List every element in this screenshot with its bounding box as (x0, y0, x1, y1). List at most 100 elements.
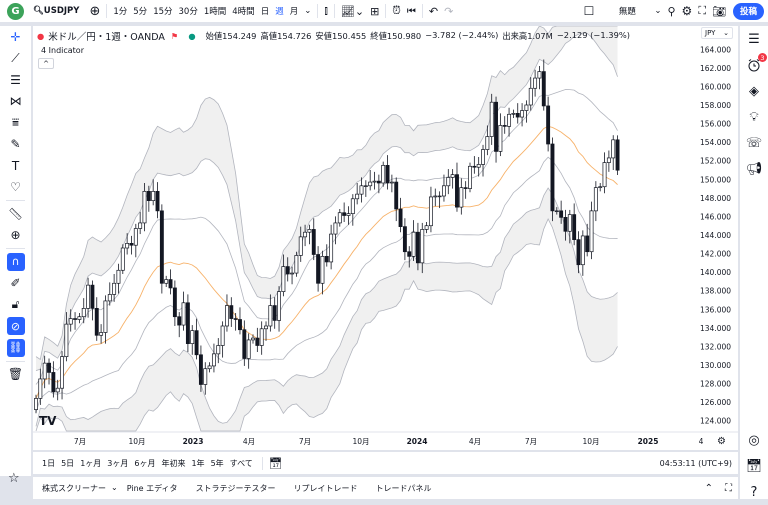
zoom-in-icon[interactable]: ⊕ (10, 228, 21, 243)
collapse-legend-button[interactable]: ^ (38, 58, 54, 69)
redo-icon[interactable]: ↷ (444, 4, 454, 18)
watchlist-icon[interactable]: ☰ (748, 31, 760, 47)
interval-5[interactable]: 4時間 (232, 7, 255, 17)
bottom-tab-4[interactable]: トレードパネル (375, 483, 432, 493)
fullscreen-icon[interactable]: ⛶ (698, 4, 707, 17)
candle-body (576, 239, 581, 266)
interval-1[interactable]: 5分 (133, 7, 148, 17)
lock-icon[interactable]: 🔓︎ (11, 297, 20, 312)
target-icon[interactable]: ◎ (748, 432, 760, 448)
range-5[interactable]: 年初来 (161, 458, 186, 468)
trendline-icon[interactable]: ⟋ (11, 50, 20, 65)
templates-icon[interactable]: ⊞ (370, 4, 380, 18)
candle-body (424, 225, 429, 230)
candle-body (225, 305, 229, 327)
price-chart[interactable]: 164.000 162.000 160.000 158.000 156.000 154.0… (33, 25, 738, 450)
interval-2[interactable]: 15分 (153, 7, 173, 17)
candle-body (350, 198, 355, 214)
indicators-icon[interactable]: 📈︎⌄ (340, 4, 365, 18)
price-tick: 132.000 (700, 342, 731, 351)
interval-6[interactable]: 日 (260, 7, 270, 17)
candle-body (77, 316, 82, 320)
candle-body (103, 300, 108, 333)
time-axis-settings-icon[interactable]: ⚙ (717, 436, 726, 447)
currency-selector[interactable]: JPY ⌄ (701, 27, 733, 39)
settings-icon[interactable]: ⚙ (681, 4, 693, 18)
candle-body (455, 174, 459, 208)
layers-icon[interactable]: ◈ (749, 83, 759, 99)
clock[interactable]: 04:53:11 (UTC+9) (659, 458, 732, 468)
symbol-search-button[interactable]: 🔍︎ USDJPY (30, 0, 82, 22)
text-icon[interactable]: T (11, 158, 20, 173)
candle-body (320, 256, 325, 284)
magnet-icon[interactable]: ∩ (0, 251, 31, 273)
interval-4[interactable]: 1時間 (203, 7, 227, 17)
camera-icon[interactable]: 📷︎ (712, 4, 726, 18)
watchlist-star-icon[interactable]: ☆ (8, 471, 20, 486)
bottom-tab-1[interactable]: Pine エディタ (126, 483, 178, 493)
bottom-tab-0[interactable]: 株式スクリーナー (42, 483, 106, 493)
chat-icon[interactable]: ☏ (745, 135, 763, 151)
layout-icon[interactable]: ☐ (583, 4, 595, 18)
range-1[interactable]: 5日 (61, 458, 75, 468)
goto-date-icon[interactable]: 📅︎ (268, 456, 283, 470)
red-flag-icon[interactable]: ⚑ (170, 31, 179, 41)
interval-0[interactable]: 1分 (113, 7, 128, 17)
bottom-tab-2[interactable]: ストラテジーテスター (195, 483, 276, 493)
calendar-icon[interactable]: 📅︎ (745, 458, 763, 474)
candle-body (38, 378, 43, 399)
ideas-icon[interactable]: 💡︎ (749, 109, 759, 125)
candle-body (546, 105, 551, 145)
help-icon[interactable]: ? (750, 484, 758, 500)
avatar[interactable]: G (7, 2, 24, 20)
alert-icon[interactable]: ⏰︎ (392, 4, 401, 17)
fib-icon[interactable]: ⩸ (11, 115, 20, 130)
undo-icon[interactable]: ↶ (428, 4, 439, 18)
collapse-panel-icon[interactable]: ⌃ (704, 482, 713, 494)
indicator-count[interactable]: 4 Indicator (41, 46, 84, 55)
price-tick: 152.000 (700, 157, 731, 166)
price-scale-bg (695, 26, 738, 450)
range-3[interactable]: 3ヶ月 (107, 458, 129, 468)
hide-drawings-icon[interactable]: ⊘ (0, 316, 31, 338)
trash-icon[interactable]: 🗑︎ (7, 367, 24, 382)
range-4[interactable]: 6ヶ月 (134, 458, 156, 468)
ruler-icon[interactable]: 📏︎ (7, 206, 24, 221)
replay-icon[interactable]: ⏮ (406, 5, 416, 17)
range-0[interactable]: 1日 (42, 458, 56, 468)
sync-drawings-icon[interactable]: ⛓ (0, 337, 31, 359)
range-8[interactable]: すべて (229, 458, 253, 468)
candle-type-icon[interactable]: ⫾ (324, 4, 328, 17)
layout-dropdown-icon[interactable]: ⌄ (654, 6, 662, 16)
quick-search-icon[interactable]: ⚲ (667, 4, 676, 18)
interval-dropdown-icon[interactable]: ⌄ (304, 6, 312, 16)
layout-name-button[interactable]: 無題 (603, 0, 651, 22)
broadcast-icon[interactable]: 📢︎ (745, 161, 763, 177)
heart-icon[interactable]: ♡ (10, 180, 21, 195)
interval-7[interactable]: 週 (275, 7, 284, 17)
range-7[interactable]: 5年 (210, 458, 224, 468)
range-2[interactable]: 1ヶ月 (80, 458, 102, 468)
interval-8[interactable]: 月 (289, 7, 299, 17)
bottom-tab-3[interactable]: リプレイトレード (293, 483, 358, 493)
chart-pane[interactable]: 164.000 162.000 160.000 158.000 156.000 154.0… (33, 25, 738, 450)
maximize-panel-icon[interactable]: ⛶ (725, 482, 732, 494)
candle-body (498, 125, 503, 152)
draw-mode-icon[interactable]: ✐ (10, 276, 21, 291)
candle-body (142, 191, 147, 224)
pattern-icon[interactable]: ⋈ (9, 94, 22, 109)
compare-add-icon[interactable]: ⊕ (89, 3, 101, 19)
candle-body (146, 191, 151, 201)
chart-title[interactable]: 米ドル／円・1週・OANDA (48, 32, 165, 43)
post-button[interactable]: 投稿 (732, 2, 764, 20)
screener-dropdown-icon[interactable]: ⌄ (111, 482, 118, 492)
range-6[interactable]: 1年 (191, 458, 205, 468)
price-tick: 156.000 (700, 120, 731, 129)
interval-3[interactable]: 30分 (178, 7, 198, 17)
candle-body (316, 254, 321, 284)
divider (317, 4, 319, 18)
crosshair-icon[interactable]: ✛ (10, 29, 21, 44)
brush-icon[interactable]: ✎ (10, 137, 21, 152)
horizontal-lines-icon[interactable]: ☰ (10, 72, 21, 87)
alerts-icon[interactable]: 3 (740, 52, 768, 78)
